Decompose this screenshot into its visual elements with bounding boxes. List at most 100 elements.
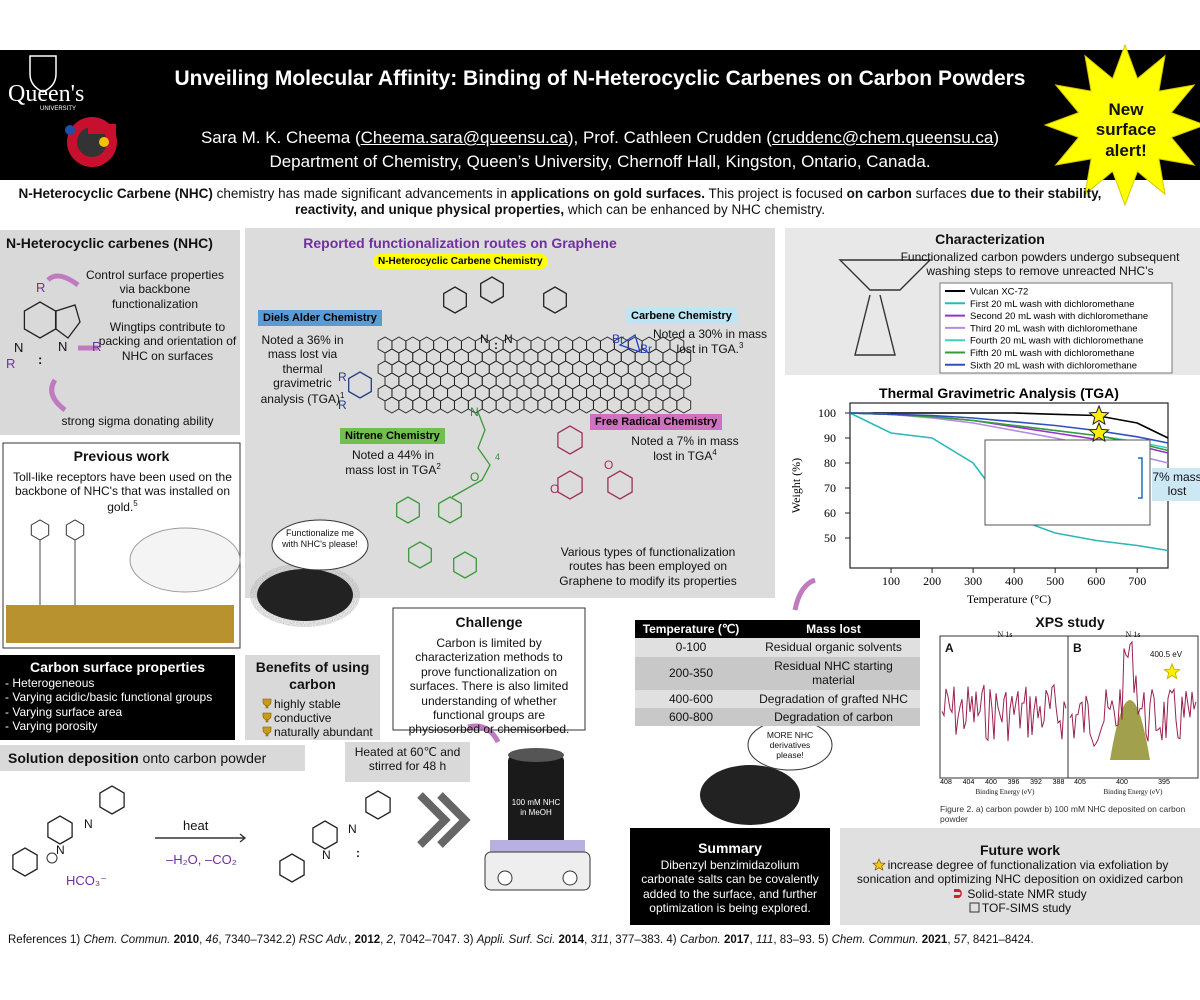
item-text: - Varying acidic/basic functional groups — [5, 690, 213, 705]
poster-title: Unveiling Molecular Affinity: Binding of… — [174, 67, 1026, 90]
ring — [543, 286, 567, 314]
list-item: Solid-state NMR study — [845, 887, 1195, 901]
item-text: Solid-state NMR study — [967, 886, 1087, 901]
trophy-icon — [262, 712, 272, 723]
text-run: Carbon. — [679, 934, 721, 946]
circle — [562, 870, 578, 886]
xps-tick-label: 404 — [963, 779, 975, 786]
path — [792, 577, 816, 611]
polygon — [1043, 43, 1200, 207]
text-run: due to their stability, reactivity, and … — [295, 186, 1102, 218]
trophy-icon — [262, 698, 272, 709]
table-cell: Degradation of carbon — [774, 709, 893, 724]
text: Noted a 44% in mass lost in TGA — [345, 448, 437, 478]
list: highly stable conductive naturally abundan… — [262, 697, 380, 739]
note: Wingtips contribute to packing and orien… — [98, 320, 237, 363]
ring — [676, 396, 692, 414]
rect — [939, 635, 1069, 779]
badge-text: New surface alert! — [1095, 100, 1157, 160]
text-run: 2012 — [354, 934, 381, 946]
condition: Heated at 60℃ and stirred for 48 h — [354, 745, 461, 774]
y-tick-label: 50 — [824, 531, 836, 545]
list-item: naturally abundant — [262, 725, 380, 739]
legend-label: Third 20 mL wash with dichloromethane — [970, 323, 1138, 334]
list-item: increase degree of functionalization via… — [845, 858, 1195, 887]
inset-frame — [984, 439, 1151, 526]
text-run: which can be enhanced by NHC chemistry. — [564, 202, 825, 218]
institution: Queen's — [8, 81, 85, 107]
intro: N-Heterocyclic Carbene (NHC) chemistry h… — [10, 186, 1110, 218]
thead: Temperature (℃) Mass lost — [635, 620, 920, 639]
table-cell: 600-800 — [668, 709, 714, 724]
rect — [840, 828, 1200, 925]
atom: N — [84, 817, 93, 831]
legend-label: First 20 mL wash with dichloromethane — [970, 299, 1134, 310]
paragraph: Functionalized carbon powders undergo su… — [900, 250, 1180, 279]
ref: 1 — [339, 390, 345, 400]
path — [49, 378, 67, 412]
rect — [0, 655, 235, 740]
text-run: 2021 — [921, 934, 948, 946]
item-text: naturally abundant — [274, 725, 373, 739]
text-run: 46 — [205, 934, 219, 946]
rect — [0, 745, 305, 771]
section-title: XPS study — [1035, 614, 1105, 630]
item-text: highly stable — [274, 697, 341, 711]
item-text: increase degree of functionalization via… — [856, 858, 1184, 887]
text-run: Chem. Commun. — [83, 934, 171, 946]
figure-caption: Figure 2. a) carbon powder b) 100 mM NHC… — [940, 804, 1186, 825]
g — [46, 273, 816, 744]
text-run: , — [199, 934, 206, 946]
text-run: surfaces — [911, 186, 971, 201]
data-line — [850, 412, 1169, 439]
ring — [279, 853, 305, 883]
legend-label: Second 20 mL wash with dichloromethane — [970, 311, 1148, 322]
email-link[interactable]: cruddenc@chem.queensu.ca — [771, 128, 994, 147]
atom: N — [348, 822, 357, 836]
panel-title: N 1s — [997, 630, 1013, 639]
star-marker — [1088, 421, 1110, 443]
atom: N — [480, 332, 489, 346]
table-cell: Residual NHC starting material — [774, 658, 893, 688]
y-tick-label: 100 — [818, 406, 836, 420]
table-row: 0-100 Residual organic solvents — [635, 638, 920, 657]
path — [29, 55, 57, 93]
x-axis-label: Temperature (°C) — [967, 592, 1051, 606]
text-run: This project is focused — [705, 186, 847, 201]
text-run: RSC Adv. — [298, 934, 349, 946]
peak-fit — [1110, 700, 1150, 760]
email-link[interactable]: Cheema.sara@queensu.ca — [360, 128, 568, 147]
byproduct: –H₂O, –CO₂ — [166, 852, 237, 867]
table-cell: 0-100 — [675, 640, 707, 655]
heading: Solution deposition onto carbon powder — [8, 750, 266, 767]
item-text: - Varying porosity — [5, 719, 98, 734]
atom: N — [58, 339, 68, 354]
y-tick-label: 80 — [824, 456, 836, 470]
atom: 4 — [495, 452, 501, 462]
section-title: Previous work — [73, 448, 170, 464]
path — [954, 888, 963, 898]
section-title: Reported functionalization routes on Gra… — [303, 235, 617, 251]
atom: : — [494, 338, 498, 352]
ring — [396, 496, 420, 524]
x-tick-label: 300 — [964, 574, 982, 588]
bubble-text: MORE NHC derivatives please! — [766, 730, 814, 761]
atom: Br — [612, 332, 624, 346]
text-run: Chem. Commun. — [831, 934, 919, 946]
atom: O — [470, 470, 480, 484]
path — [467, 723, 501, 744]
axis-label: Binding Energy (eV) — [1103, 788, 1163, 796]
text-run: 57 — [953, 934, 967, 946]
section-title: Summary — [698, 840, 762, 856]
polygon — [871, 858, 886, 871]
rect — [484, 851, 591, 891]
atom: R — [338, 398, 347, 412]
ellipse — [747, 719, 833, 771]
table-cell: Degradation of grafted NHC — [759, 691, 908, 706]
g — [155, 259, 932, 843]
text-run: , — [348, 934, 355, 946]
route-label: Carbene Chemistry — [626, 308, 737, 324]
text-run: 111 — [755, 934, 774, 946]
paragraph: Carbon is limited by characterization me… — [408, 636, 570, 737]
list-item: conductive — [262, 711, 380, 725]
